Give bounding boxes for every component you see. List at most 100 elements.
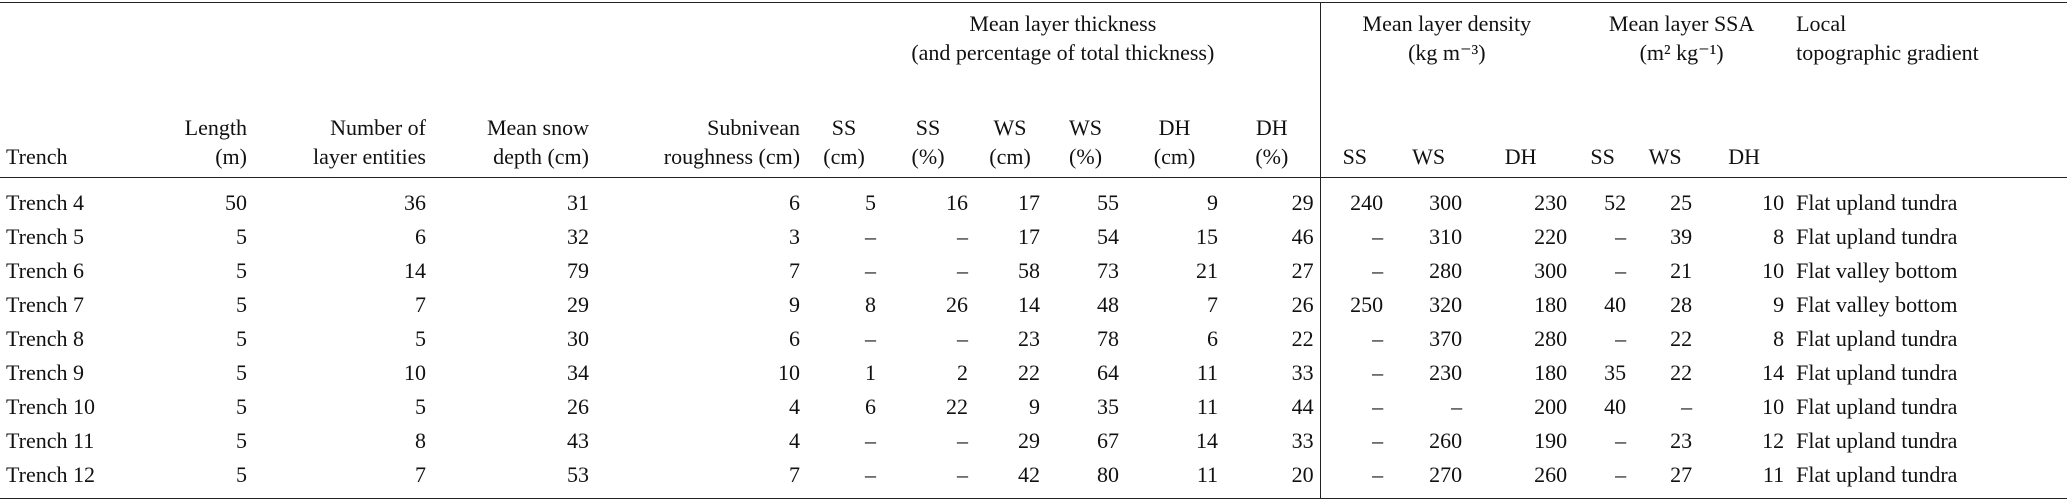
- header-line: Length: [184, 115, 247, 140]
- table-cell: 230: [1429, 360, 1463, 385]
- header-line: Mean layer thickness: [969, 11, 1157, 36]
- table-cell: 200: [1534, 394, 1568, 419]
- header-line: (and percentage of total thickness): [911, 40, 1215, 65]
- table-cell: 6: [415, 224, 426, 249]
- table-cell: 5: [236, 360, 247, 385]
- table-cell: 260: [1468, 458, 1574, 499]
- table-cell: –: [1319, 356, 1390, 390]
- table-cell: –: [1319, 390, 1390, 424]
- table-cell: –: [1319, 424, 1390, 458]
- header-line: DH: [1255, 115, 1288, 140]
- header-line: (%): [1255, 144, 1289, 169]
- table-cell: Trench 4: [6, 190, 85, 215]
- table-row: Trench 9 5 10 34 10 1 2 22 64 11 33–230 180 35 22 14 Fl…: [0, 356, 2067, 390]
- table-cell: 29: [1291, 190, 1314, 215]
- table-cell: –: [806, 458, 883, 499]
- group-header: Mean layer density (kg m⁻³): [1319, 2, 1574, 85]
- table-cell: 22: [1670, 326, 1693, 351]
- column-header: Mean snow depth (cm): [432, 85, 595, 178]
- table-row: Trench 5 5 6 32 3– –17 54 15 46–310 220–39 8 Flat u…: [0, 220, 2067, 254]
- table-cell: 16: [946, 190, 969, 215]
- header-line: topographic gradient: [1796, 40, 1979, 65]
- header-line: SS: [831, 115, 857, 140]
- header-line: Local: [1796, 11, 1847, 36]
- table-cell: 320: [1429, 292, 1463, 317]
- table-cell: 32: [567, 224, 589, 249]
- table-cell: 5: [236, 224, 247, 249]
- table-cell: 17: [1018, 190, 1041, 215]
- table-cell: –: [865, 224, 877, 249]
- table-cell: –: [865, 428, 877, 453]
- column-header: SS (%): [882, 85, 975, 178]
- table-cell: –: [957, 224, 969, 249]
- table-cell: Flat upland tundra: [1796, 326, 1958, 351]
- table-cell: 280: [1429, 258, 1463, 283]
- table-cell: 10: [1762, 190, 1785, 215]
- table-cell: 36: [404, 190, 426, 215]
- table-cell: 10: [778, 360, 801, 385]
- header-line: (kg m⁻³): [1408, 40, 1486, 65]
- table-row: Trench 6 5 14 79 7– –58 73 21 27–280 300–21 10 Flat…: [0, 254, 2067, 288]
- header-line: WS: [1648, 144, 1682, 169]
- table-cell: 33: [1291, 428, 1314, 453]
- table-cell: 52: [1604, 190, 1627, 215]
- table-cell: 22: [1291, 326, 1314, 351]
- table-cell: 7: [1207, 292, 1219, 317]
- table-row: Trench 12 5 7 53 7– –42 80 11 20–270 260–27 11 Flat…: [0, 458, 2067, 499]
- table-cell: 23: [1670, 428, 1693, 453]
- table-cell: 9: [1773, 292, 1785, 317]
- table-cell: 11: [1698, 458, 1791, 499]
- table-cell: 23: [1018, 326, 1041, 351]
- table-cell: 5: [158, 458, 253, 499]
- table-cell: 58: [1018, 258, 1041, 283]
- table-cell: 3: [789, 224, 801, 249]
- table-cell: 5: [415, 326, 426, 351]
- table-cell: 22: [1670, 360, 1693, 385]
- table-cell: 12: [1762, 428, 1785, 453]
- header-line: SS: [1590, 144, 1615, 169]
- table-cell: 9: [1029, 394, 1041, 419]
- table-cell: 250: [1319, 288, 1390, 322]
- table-cell: 34: [567, 360, 589, 385]
- header-line: Number of: [330, 115, 426, 140]
- table-cell: –: [957, 326, 969, 351]
- header-line: (m² kg⁻¹): [1639, 40, 1724, 65]
- table-cell: 10: [404, 360, 426, 385]
- column-header: Length (m): [158, 85, 253, 178]
- table-cell: 8: [1773, 326, 1785, 351]
- table-cell: 67: [1097, 428, 1120, 453]
- table-cell: 1: [865, 360, 877, 385]
- table-cell: 39: [1670, 224, 1693, 249]
- table-cell: 11: [1196, 360, 1219, 385]
- table-cell: Flat upland tundra: [1796, 428, 1958, 453]
- group-header: Local topographic gradient: [1790, 2, 2067, 85]
- table-cell: Flat upland tundra: [1796, 190, 1958, 215]
- table-cell: 15: [1196, 224, 1219, 249]
- table-cell: Trench 8: [6, 326, 85, 351]
- table-cell: 48: [1097, 292, 1120, 317]
- header-line: (%): [911, 144, 945, 169]
- table-cell: 30: [567, 326, 589, 351]
- table-cell: Trench 11: [6, 428, 95, 453]
- table-cell: 25: [1670, 190, 1693, 215]
- table-cell: –: [1319, 254, 1390, 288]
- table-cell: Trench 12: [0, 458, 158, 499]
- table-cell: 370: [1429, 326, 1463, 351]
- header-line: DH: [1728, 144, 1760, 169]
- table-cell: 14: [1762, 360, 1785, 385]
- table-cell: 5: [236, 292, 247, 317]
- header-line: DH: [1158, 115, 1191, 140]
- table-cell: 31: [567, 190, 589, 215]
- header-line: Trench: [6, 144, 68, 169]
- table-cell: Trench 7: [6, 292, 85, 317]
- header-line: (cm): [989, 144, 1031, 169]
- table-cell: 5: [415, 394, 426, 419]
- table-cell: 6: [789, 190, 801, 215]
- table-cell: –: [1681, 394, 1693, 419]
- column-header: Subnivean roughness (cm): [595, 85, 807, 178]
- table-cell: 8: [415, 428, 426, 453]
- table-cell: Trench 9: [6, 360, 85, 385]
- column-header: DH: [1468, 85, 1574, 178]
- table-cell: 6: [1207, 326, 1219, 351]
- table-cell: 22: [946, 394, 969, 419]
